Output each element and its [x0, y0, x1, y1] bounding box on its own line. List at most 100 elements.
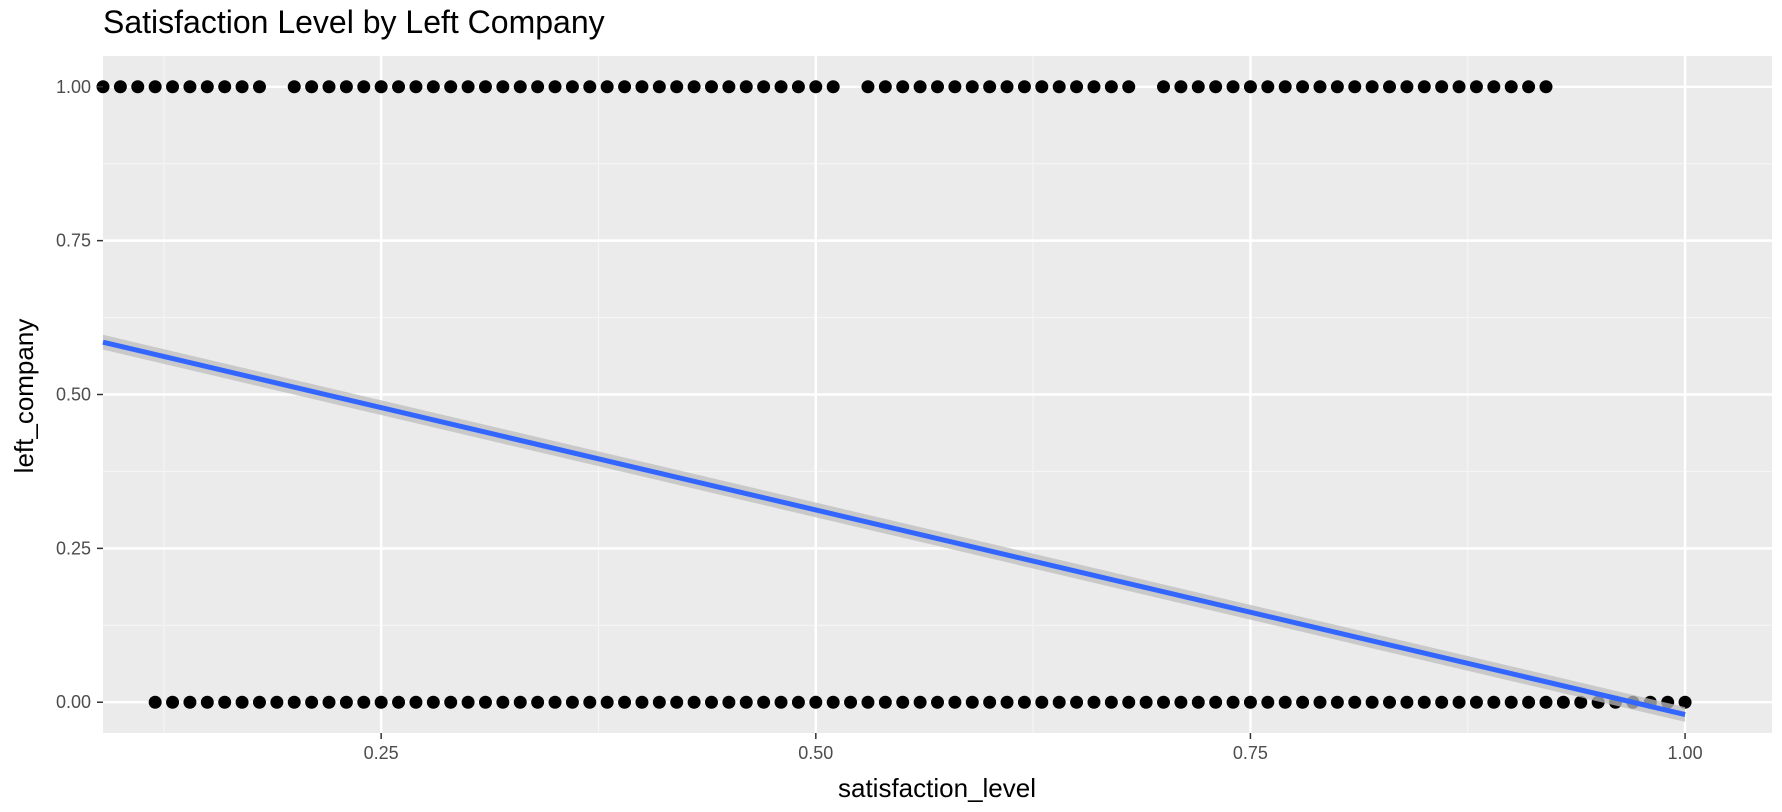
data-point [548, 80, 562, 94]
data-point [322, 80, 336, 94]
data-point [461, 695, 475, 709]
data-point [1087, 695, 1101, 709]
data-point [1539, 695, 1553, 709]
data-point [1122, 80, 1136, 94]
data-point [1348, 695, 1362, 709]
data-point [583, 80, 597, 94]
data-point [513, 80, 527, 94]
data-point [531, 695, 545, 709]
data-point [1435, 695, 1449, 709]
data-point [1209, 80, 1223, 94]
data-point [1469, 695, 1483, 709]
data-point [983, 695, 997, 709]
data-point [1087, 80, 1101, 94]
data-point [1017, 80, 1031, 94]
data-point [166, 80, 180, 94]
data-point [1313, 695, 1327, 709]
data-point [1174, 80, 1188, 94]
data-point [1139, 695, 1153, 709]
data-point [1504, 80, 1518, 94]
x-tick-label: 0.25 [364, 743, 399, 763]
data-point [1313, 80, 1327, 94]
data-point [826, 80, 840, 94]
data-point [235, 80, 249, 94]
axes: 0.25 0.50 0.75 1.00 0.00 0.25 0.50 0.75 1.00 [56, 77, 1703, 763]
data-point [1000, 695, 1014, 709]
data-point [1400, 695, 1414, 709]
data-point [965, 80, 979, 94]
data-point [704, 80, 718, 94]
data-point [200, 695, 214, 709]
data-point [252, 695, 266, 709]
data-point [270, 695, 284, 709]
data-point [357, 80, 371, 94]
data-point [687, 695, 701, 709]
data-point [1539, 80, 1553, 94]
data-point [600, 695, 614, 709]
data-point [635, 80, 649, 94]
data-point [704, 695, 718, 709]
data-point [513, 695, 527, 709]
data-point [444, 695, 458, 709]
data-point [826, 695, 840, 709]
data-point [461, 80, 475, 94]
data-point [218, 80, 232, 94]
data-point [618, 80, 632, 94]
data-point [1070, 80, 1084, 94]
y-tick-label: 0.50 [56, 385, 91, 405]
data-point [948, 80, 962, 94]
data-point [687, 80, 701, 94]
data-point [1487, 80, 1501, 94]
data-point [305, 695, 319, 709]
data-point [444, 80, 458, 94]
data-point [1435, 80, 1449, 94]
data-point [931, 695, 944, 709]
data-point [252, 80, 266, 94]
data-point [1574, 695, 1588, 709]
data-point [722, 695, 736, 709]
data-point [496, 80, 510, 94]
data-point [392, 695, 406, 709]
data-point [1226, 695, 1240, 709]
data-point [287, 80, 301, 94]
data-point [1261, 80, 1275, 94]
data-point [739, 695, 753, 709]
y-tick-label: 0.00 [56, 692, 91, 712]
data-point [896, 80, 910, 94]
data-point [1330, 695, 1344, 709]
data-point [531, 80, 545, 94]
chart-title: Satisfaction Level by Left Company [103, 4, 605, 40]
data-point [1104, 695, 1118, 709]
data-point [1452, 80, 1466, 94]
data-point [1243, 695, 1257, 709]
data-point [478, 80, 492, 94]
data-point [1365, 695, 1379, 709]
x-tick-label: 0.75 [1233, 743, 1268, 763]
data-point [722, 80, 736, 94]
data-point [1226, 80, 1240, 94]
data-point [1209, 695, 1223, 709]
data-point [1487, 695, 1501, 709]
data-point [409, 80, 423, 94]
x-tick-label: 0.50 [798, 743, 833, 763]
data-point [339, 80, 353, 94]
y-tick-label: 1.00 [56, 77, 91, 97]
data-point [409, 695, 423, 709]
data-point [1191, 80, 1205, 94]
data-point [931, 80, 944, 94]
data-point [1157, 695, 1171, 709]
data-point [1174, 695, 1188, 709]
data-point [791, 695, 805, 709]
fit-line [102, 339, 1686, 717]
data-point [200, 80, 214, 94]
data-point [1417, 80, 1431, 94]
data-point [600, 80, 614, 94]
data-point [183, 80, 197, 94]
data-point [548, 695, 562, 709]
data-point [218, 695, 232, 709]
data-point [1261, 695, 1275, 709]
data-point [1469, 80, 1483, 94]
data-point [1278, 695, 1292, 709]
data-point [878, 80, 892, 94]
